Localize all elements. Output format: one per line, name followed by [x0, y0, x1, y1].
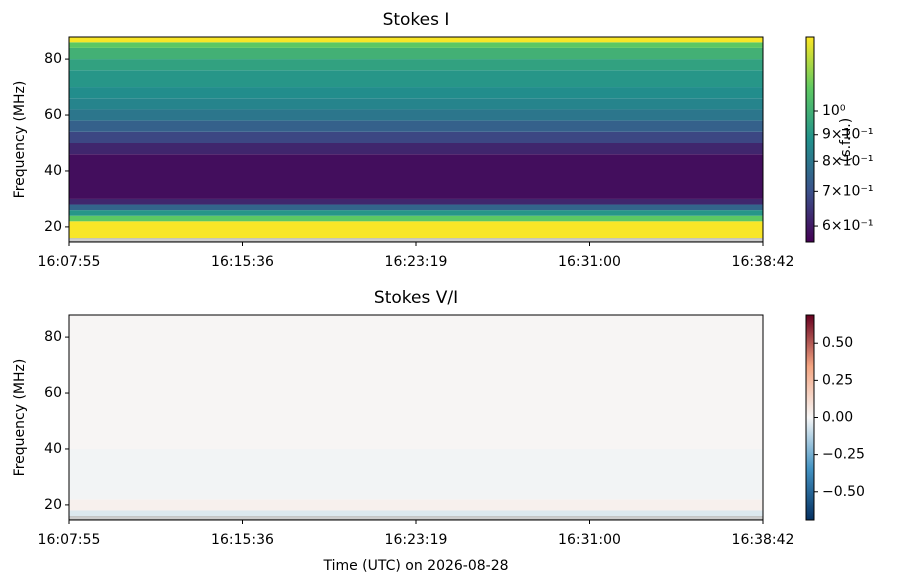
heatmap-band [69, 499, 763, 511]
x-tick-label: 16:31:00 [558, 254, 621, 270]
x-tick-label: 16:23:19 [385, 254, 448, 270]
panel-title: Stokes V/I [374, 288, 458, 308]
heatmap-band [69, 510, 763, 517]
x-tick-label: 16:38:42 [732, 254, 795, 270]
colorbar-label: (s.f.u.) [838, 118, 854, 162]
heatmap-band [69, 315, 763, 449]
y-axis-label: Frequency (MHz) [12, 359, 28, 477]
colorbar-tick-label: −0.50 [822, 484, 865, 500]
y-tick-label: 20 [44, 497, 62, 513]
y-tick-label: 60 [44, 385, 62, 401]
x-tick-label: 16:15:36 [211, 532, 274, 548]
y-tick-label: 60 [44, 107, 62, 123]
colorbar-tick-label: 0.25 [822, 372, 853, 388]
heatmap-band [69, 448, 763, 500]
heatmap-band [69, 70, 763, 88]
heatmap-band [69, 37, 763, 43]
x-tick-label: 16:23:19 [385, 532, 448, 548]
y-tick-label: 80 [44, 329, 62, 345]
panel-title: Stokes I [383, 10, 450, 30]
colorbar-tick-label: 10⁰ [822, 103, 846, 119]
heatmap-band [69, 221, 763, 239]
y-tick-label: 80 [44, 51, 62, 67]
colorbar [805, 36, 815, 243]
x-axis-label: Time (UTC) on 2026-08-28 [322, 558, 508, 574]
x-tick-label: 16:31:00 [558, 532, 621, 548]
colorbar-tick-label: 9×10⁻¹ [822, 127, 873, 143]
heatmap-band [69, 131, 763, 143]
x-tick-label: 16:15:36 [211, 254, 274, 270]
y-tick-label: 40 [44, 441, 62, 457]
colorbar-tick-label: −0.25 [822, 447, 865, 463]
x-tick-label: 16:07:55 [38, 254, 101, 270]
heatmap-band [69, 47, 763, 60]
heatmap-band [69, 109, 763, 121]
colorbar-tick-label: 0.50 [822, 335, 853, 351]
heatmap-band [69, 198, 763, 205]
heatmap-band [69, 98, 763, 110]
y-tick-label: 40 [44, 163, 62, 179]
colorbar-tick-label: 0.00 [822, 410, 853, 426]
heatmap-band [69, 204, 763, 211]
heatmap-band [69, 142, 763, 155]
x-tick-label: 16:07:55 [38, 532, 101, 548]
heatmap-band [69, 42, 763, 48]
heatmap-band [69, 87, 763, 99]
colorbar [805, 314, 815, 521]
colorbar-tick-label: 7×10⁻¹ [822, 183, 873, 199]
heatmap-band [69, 210, 763, 216]
colorbar-tick-label: 6×10⁻¹ [822, 218, 873, 234]
heatmap-band [69, 215, 763, 222]
colorbar-tick-label: 8×10⁻¹ [822, 153, 873, 169]
heatmap-band [69, 154, 763, 199]
heatmap-band [69, 59, 763, 71]
x-tick-label: 16:38:42 [732, 532, 795, 548]
y-axis-label: Frequency (MHz) [12, 81, 28, 199]
y-tick-label: 20 [44, 219, 62, 235]
heatmap-band [69, 120, 763, 132]
